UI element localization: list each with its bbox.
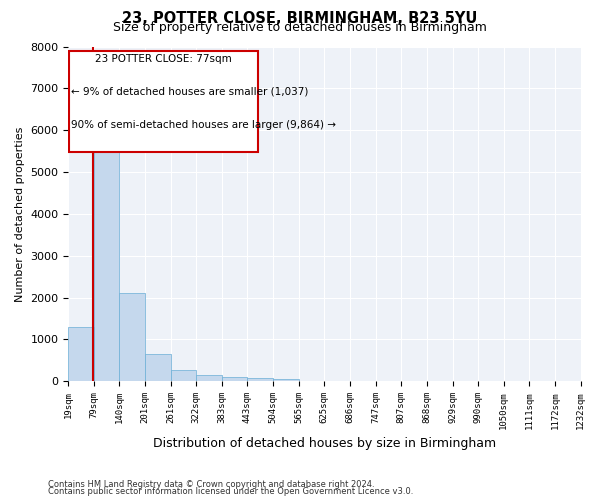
- Bar: [145, 354, 170, 382]
- Text: 90% of semi-detached houses are larger (9,864) →: 90% of semi-detached houses are larger (…: [71, 120, 336, 130]
- Bar: [94, 105, 119, 382]
- Bar: [196, 375, 222, 382]
- Text: Contains public sector information licensed under the Open Government Licence v3: Contains public sector information licen…: [48, 487, 413, 496]
- Text: ← 9% of detached houses are smaller (1,037): ← 9% of detached houses are smaller (1,0…: [71, 86, 308, 96]
- Bar: [170, 370, 196, 382]
- Bar: [222, 376, 247, 382]
- Text: 23 POTTER CLOSE: 77sqm: 23 POTTER CLOSE: 77sqm: [95, 54, 232, 64]
- Bar: [119, 294, 145, 382]
- Text: Contains HM Land Registry data © Crown copyright and database right 2024.: Contains HM Land Registry data © Crown c…: [48, 480, 374, 489]
- Text: Size of property relative to detached houses in Birmingham: Size of property relative to detached ho…: [113, 22, 487, 35]
- X-axis label: Distribution of detached houses by size in Birmingham: Distribution of detached houses by size …: [153, 437, 496, 450]
- Text: 23, POTTER CLOSE, BIRMINGHAM, B23 5YU: 23, POTTER CLOSE, BIRMINGHAM, B23 5YU: [122, 11, 478, 26]
- FancyBboxPatch shape: [69, 50, 258, 152]
- Bar: [68, 327, 94, 382]
- Bar: [247, 378, 273, 382]
- Y-axis label: Number of detached properties: Number of detached properties: [15, 126, 25, 302]
- Bar: [273, 379, 299, 382]
